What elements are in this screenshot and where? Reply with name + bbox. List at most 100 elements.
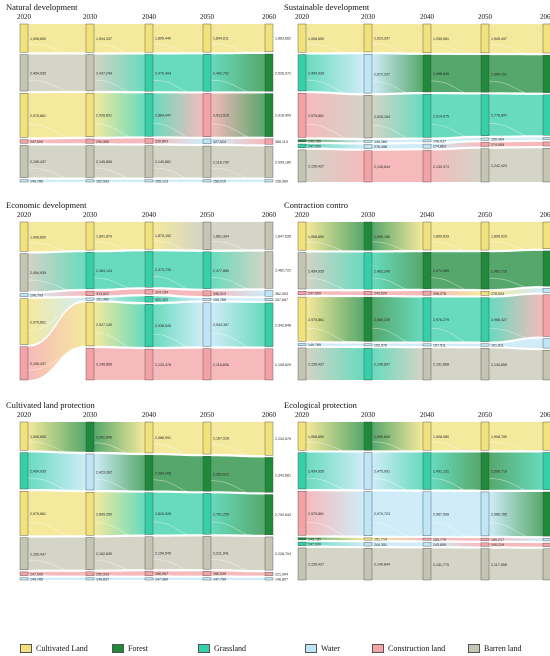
sankey-node xyxy=(297,343,307,346)
flow-band xyxy=(372,144,423,149)
node-value-label: 1,899,440 xyxy=(155,37,171,41)
year-label: 2020 xyxy=(17,13,31,21)
sankey-node xyxy=(144,296,154,303)
sankey-node xyxy=(480,94,490,136)
sankey-node xyxy=(542,338,550,349)
node-value-label: 1,906,849 xyxy=(374,435,390,439)
legend-item-forest: Forest xyxy=(112,642,148,654)
sankey-node xyxy=(19,93,29,138)
year-label: 2040 xyxy=(420,411,434,419)
node-value-label: 2,116,836 xyxy=(213,363,229,367)
year-label: 2060 xyxy=(262,211,276,219)
sankey-node xyxy=(297,347,307,381)
sankey-node xyxy=(202,145,212,178)
node-value-label: 2,454,935 xyxy=(30,71,46,75)
node-value-label: 247,000 xyxy=(308,542,321,546)
node-value-label: 382,503 xyxy=(275,292,288,296)
legend-label: Barren land xyxy=(484,643,522,653)
node-value-label: 2,242,423 xyxy=(491,164,507,168)
sankey-node xyxy=(297,54,307,92)
sankey-node xyxy=(480,348,490,381)
node-value-label: 2,145,897 xyxy=(374,363,390,367)
sankey-node xyxy=(264,457,274,493)
flow-band xyxy=(431,252,481,290)
node-value-label: 2,976,279 xyxy=(433,318,449,322)
sankey-node xyxy=(480,252,490,290)
flow-band xyxy=(489,137,543,141)
flow-band xyxy=(306,54,364,94)
sankey-node xyxy=(264,251,274,289)
node-value-label: 156,960 xyxy=(275,179,288,183)
node-value-label: 247,000 xyxy=(30,140,43,144)
sankey-panel: Sustainable development 2020 2030 2040 2050 2… xyxy=(284,2,550,202)
flow-band xyxy=(153,289,203,296)
node-value-label: 2,975,861 xyxy=(30,114,46,118)
sankey-node xyxy=(297,23,307,53)
sankey-node xyxy=(297,491,307,536)
flow-band xyxy=(431,142,481,149)
sankey-node xyxy=(422,290,432,296)
sankey-node xyxy=(264,138,274,145)
sankey-node xyxy=(85,453,95,491)
flow-band xyxy=(306,252,364,290)
flow-band xyxy=(372,343,423,347)
sankey-node xyxy=(19,221,29,252)
sankey-node xyxy=(85,252,95,290)
sankey-node xyxy=(363,491,373,536)
flow-band xyxy=(28,452,86,490)
node-value-label: 1,895,029 xyxy=(491,235,507,239)
year-label: 2050 xyxy=(200,411,214,419)
sankey-node xyxy=(144,221,154,250)
node-value-label: 290,969 xyxy=(96,140,109,144)
sankey-node xyxy=(144,536,154,570)
node-value-label: 2,159,437 xyxy=(308,363,324,367)
node-value-label: 169,217 xyxy=(491,538,504,542)
sankey-node xyxy=(85,23,95,53)
node-value-label: 1,908,650 xyxy=(308,235,324,239)
sankey-node xyxy=(422,491,432,537)
sankey-node xyxy=(363,347,373,381)
flow-band xyxy=(28,179,86,182)
flow-band xyxy=(431,548,481,580)
sankey-node xyxy=(19,23,29,53)
flow-band xyxy=(489,55,543,93)
node-value-label: 149,785 xyxy=(308,343,321,347)
flow-band xyxy=(372,150,423,183)
sankey-node xyxy=(85,491,95,536)
sankey-node xyxy=(85,138,95,144)
sankey-node xyxy=(85,92,95,137)
sankey-node xyxy=(480,452,490,490)
sankey-node xyxy=(202,251,212,289)
node-value-label: 2,477,889 xyxy=(213,269,229,273)
sankey-node xyxy=(363,252,373,290)
flow-band xyxy=(306,347,364,380)
node-value-label: 2,928,154 xyxy=(374,115,390,119)
legend-swatch xyxy=(112,643,124,653)
flow-band xyxy=(489,94,543,136)
sankey-node xyxy=(363,221,373,251)
node-value-label: 1,908,980 xyxy=(433,435,449,439)
sankey-node xyxy=(363,54,373,94)
node-value-label: 286,957 xyxy=(155,572,168,576)
node-value-label: 2,492,702 xyxy=(213,71,229,75)
legend-label: Water xyxy=(321,643,340,653)
sankey-node xyxy=(542,55,550,93)
sankey-node xyxy=(297,139,307,143)
sankey-node xyxy=(19,346,29,381)
year-label: 2030 xyxy=(361,13,375,21)
year-label: 2030 xyxy=(361,411,375,419)
year-label: 2060 xyxy=(540,13,550,21)
node-value-label: 2,927,139 xyxy=(96,323,112,327)
year-label: 2060 xyxy=(262,13,276,21)
node-value-label: 149,360 xyxy=(374,140,387,144)
sankey-node xyxy=(85,54,95,92)
sankey-node xyxy=(264,577,274,581)
sankey-node xyxy=(19,421,29,451)
node-value-label: 1,861,304 xyxy=(213,234,229,238)
sankey-node xyxy=(297,291,307,296)
year-label: 2020 xyxy=(295,211,309,219)
node-value-label: 2,975,861 xyxy=(308,512,324,516)
sankey-node xyxy=(144,251,154,288)
sankey-node xyxy=(422,23,432,53)
legend-item-construction: Construction land xyxy=(372,642,445,654)
